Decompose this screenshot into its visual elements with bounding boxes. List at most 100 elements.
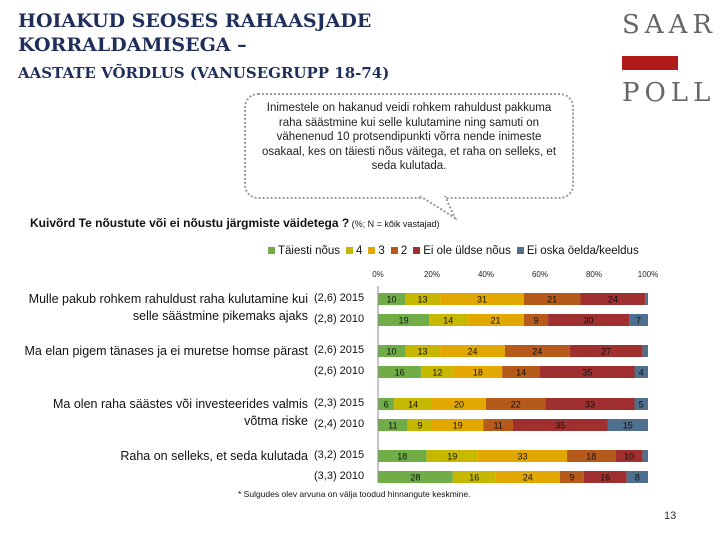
- bar-segment: [378, 345, 405, 357]
- bar-segment: [452, 471, 496, 483]
- bar-value-label: 18: [473, 368, 483, 378]
- bar-value-label: 20: [454, 400, 464, 410]
- x-tick-label: 20%: [424, 270, 440, 279]
- legend-swatch: [516, 247, 524, 255]
- bar-segment: [523, 314, 549, 326]
- bar-value-label: 33: [585, 400, 595, 410]
- bar-segment: [421, 366, 454, 378]
- bar-value-label: 9: [417, 421, 422, 431]
- bar-value-label: 4: [639, 368, 644, 378]
- bar-value-label: 10: [386, 295, 396, 305]
- x-tick-label: 0%: [372, 270, 384, 279]
- bar-segment: [440, 293, 524, 305]
- bar-value-label: 16: [600, 473, 610, 483]
- bar-value-label: 10: [386, 347, 396, 357]
- bar-value-label: 24: [467, 347, 477, 357]
- bar-value-label: 5: [639, 400, 644, 410]
- legend-label: 3: [378, 245, 385, 257]
- legend-swatch: [390, 247, 398, 255]
- bar-segment: [513, 419, 608, 431]
- bar-segment: [545, 398, 635, 410]
- bar-segment: [429, 314, 468, 326]
- bar-segment: [642, 450, 648, 462]
- bar-segment: [467, 314, 524, 326]
- bar-segment: [432, 419, 484, 431]
- bar-segment: [432, 398, 486, 410]
- bar-value-label: 31: [477, 295, 487, 305]
- bar-segment: [440, 345, 505, 357]
- question-note: (%; N = kõik vastajad): [349, 219, 440, 229]
- legend-swatch: [368, 247, 376, 255]
- bar-value-label: 6: [384, 400, 389, 410]
- bar-segment: [567, 450, 616, 462]
- bar-value-label: 24: [523, 473, 533, 483]
- legend-item: 3: [368, 245, 385, 257]
- bar-value-label: 8: [635, 473, 640, 483]
- bar-value-label: 21: [490, 316, 500, 326]
- bar-value-label: 14: [443, 316, 453, 326]
- bar-value-label: 35: [582, 368, 592, 378]
- legend-label: 2: [400, 245, 408, 257]
- bar-value-label: 18: [586, 452, 596, 462]
- x-tick-label: 60%: [532, 270, 548, 279]
- row-year-label: (2,8) 2010: [314, 313, 365, 325]
- bar-segment: [407, 419, 432, 431]
- bar-segment: [569, 345, 643, 357]
- bar-value-label: 33: [517, 452, 527, 462]
- legend-label: Ei oska öelda/keeldus: [526, 245, 639, 257]
- x-tick-label: 40%: [478, 270, 494, 279]
- question-text: Kuivõrd Te nõustute või ei nõustu järgmi…: [30, 216, 439, 230]
- bar-value-label: 15: [623, 421, 633, 431]
- bar-value-label: 13: [418, 347, 428, 357]
- bar-value-label: 18: [397, 452, 407, 462]
- bar-value-label: 28: [410, 473, 420, 483]
- bar-value-label: 10: [624, 452, 634, 462]
- bar-value-label: 7: [636, 316, 641, 326]
- bar-value-label: 9: [569, 473, 574, 483]
- legend-label: Täiesti nõus: [278, 245, 341, 257]
- bar-segment: [495, 471, 560, 483]
- bar-segment: [540, 366, 635, 378]
- bar-value-label: 35: [555, 421, 565, 431]
- legend-label: 4: [356, 245, 363, 257]
- x-tick-label: 100%: [638, 270, 658, 279]
- bar-value-label: 12: [432, 368, 442, 378]
- bar-value-label: 13: [418, 295, 428, 305]
- statement-label: Ma olen raha säästes või investeerides v…: [53, 397, 308, 428]
- question-main: Kuivõrd Te nõustute või ei nõustu järgmi…: [30, 216, 350, 230]
- legend-swatch: [268, 247, 275, 255]
- bar-segment: [405, 293, 441, 305]
- bar-segment: [629, 314, 648, 326]
- bar-segment: [607, 419, 648, 431]
- bar-segment: [483, 419, 513, 431]
- legend-item: 4: [346, 245, 362, 257]
- bar-value-label: 24: [532, 347, 542, 357]
- chart-legend: Täiesti nõus 4 3 2 Ei ole üldse nõus Ei oska …: [268, 245, 645, 257]
- bar-segment: [394, 398, 432, 410]
- bar-value-label: 21: [547, 295, 557, 305]
- statement-label: Mulle pakub rohkem rahuldust raha kuluta…: [28, 292, 308, 323]
- footnote: * Sulgudes olev arvuna on välja toodud h…: [238, 489, 471, 499]
- bar-value-label: 9: [533, 316, 538, 326]
- legend-swatch: [346, 247, 354, 255]
- bar-segment: [548, 314, 630, 326]
- bar-segment: [477, 450, 567, 462]
- bar-value-label: 30: [584, 316, 594, 326]
- bar-value-label: 19: [447, 452, 457, 462]
- bar-segment: [645, 293, 648, 305]
- bar-value-label: 14: [516, 368, 526, 378]
- row-year-label: (2,6) 2015: [314, 344, 365, 356]
- bar-segment: [523, 293, 581, 305]
- row-year-label: (2,6) 2015: [314, 292, 365, 304]
- bar-segment: [580, 293, 646, 305]
- bar-segment: [453, 366, 503, 378]
- callout-box: Inimestele on hakanud veidi rohkem rahul…: [244, 93, 574, 199]
- title-line-1: HOIAKUD SEOSES RAHAASJADE: [18, 10, 372, 32]
- row-year-label: (3,3) 2010: [314, 470, 365, 482]
- logo-bottom-text: POLL: [622, 78, 716, 108]
- bar-value-label: 19: [399, 316, 409, 326]
- row-year-label: (2,3) 2015: [314, 397, 365, 409]
- statement-label: Raha on selleks, et seda kulutada: [120, 449, 308, 463]
- bar-segment: [426, 450, 478, 462]
- bar-segment: [378, 398, 395, 410]
